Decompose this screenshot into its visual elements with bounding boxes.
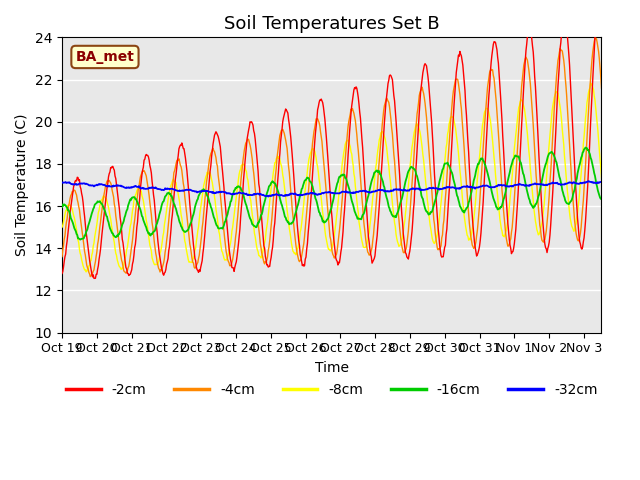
Text: BA_met: BA_met: [76, 50, 134, 64]
Y-axis label: Soil Temperature (C): Soil Temperature (C): [15, 114, 29, 256]
Title: Soil Temperatures Set B: Soil Temperatures Set B: [224, 15, 440, 33]
Legend: -2cm, -4cm, -8cm, -16cm, -32cm: -2cm, -4cm, -8cm, -16cm, -32cm: [60, 377, 604, 403]
X-axis label: Time: Time: [315, 361, 349, 375]
